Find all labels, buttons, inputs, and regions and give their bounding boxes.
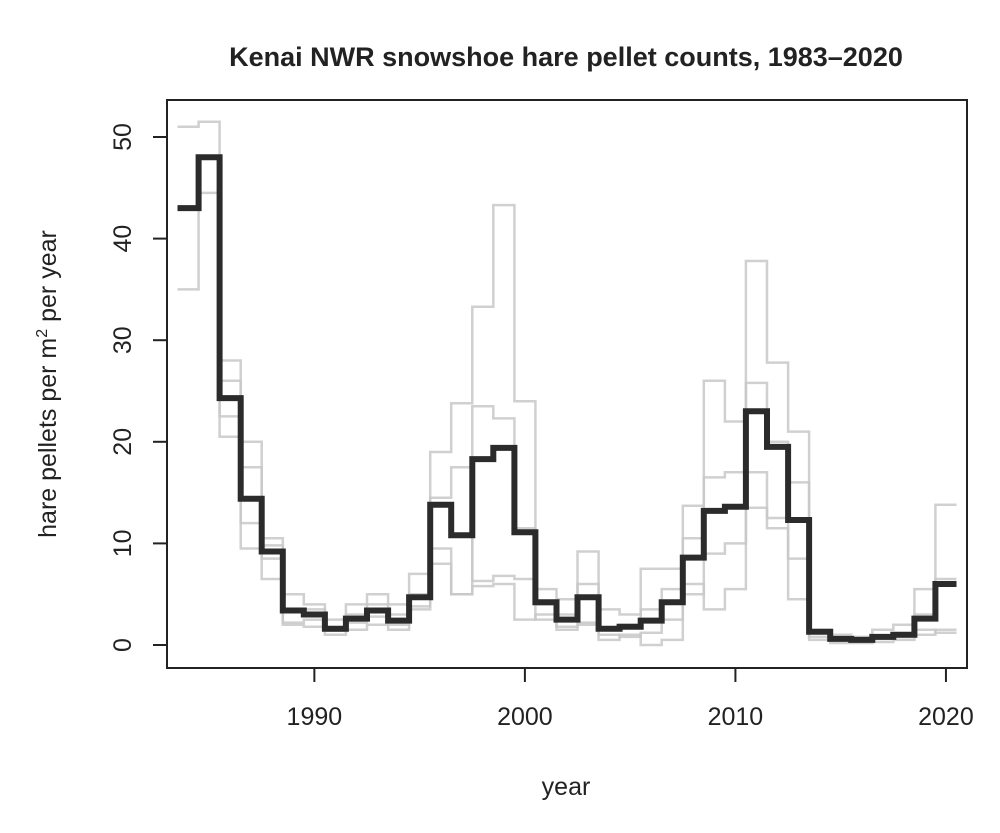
y-axis-label-tail: per year [34,230,62,329]
y-tick-label-50: 50 [109,123,137,151]
y-tick-label-30: 30 [109,326,137,354]
series-line-site-1 [177,120,957,639]
x-tick-label-2000: 2000 [497,703,553,731]
y-axis-label-superscript: 2 [34,329,51,338]
series-line-mean [177,154,957,643]
series-line-site-2 [177,191,957,647]
y-axis-label-main: hare pellets per m [34,338,62,538]
series-layer [177,120,957,647]
x-tick-label-1990: 1990 [287,703,343,731]
x-axis-label: year [542,773,591,801]
plot-frame [166,99,968,669]
series-line-site-4 [177,156,957,644]
x-tick-label-2020: 2020 [918,703,974,731]
chart-title: Kenai NWR snowshoe hare pellet counts, 1… [229,42,903,72]
series-line-site-3 [177,156,957,642]
axes-layer: 1990 2000 2010 2020 0 10 20 30 40 50 [109,123,974,731]
y-tick-label-10: 10 [109,529,137,557]
x-tick-label-2010: 2010 [708,703,764,731]
y-tick-label-0: 0 [109,638,137,652]
y-tick-label-20: 20 [109,428,137,456]
y-tick-label-40: 40 [109,225,137,253]
y-axis-label: hare pellets per m2 per year [34,230,62,538]
